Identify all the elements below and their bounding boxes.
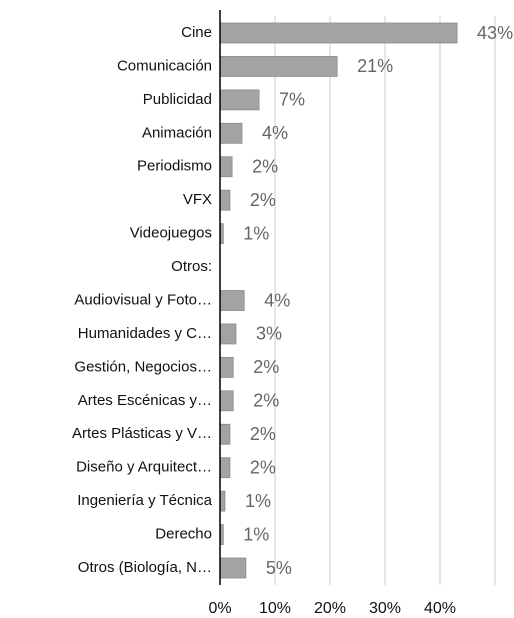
bar (219, 290, 245, 311)
bar (219, 56, 338, 77)
value-label: 2% (253, 357, 279, 377)
category-label: Videojuegos (130, 225, 212, 242)
value-label: 2% (252, 157, 278, 177)
category-label: Comunicación (117, 57, 212, 74)
category-label: Otros (Biología, N… (78, 559, 212, 576)
value-label: 1% (243, 524, 269, 544)
value-label: 3% (256, 324, 282, 344)
x-tick-label: 20% (314, 600, 346, 617)
x-tick-label: 0% (208, 600, 231, 617)
x-tick-label: 30% (369, 600, 401, 617)
value-label: 21% (357, 56, 393, 76)
value-label: 1% (243, 223, 269, 243)
value-label: 5% (266, 558, 292, 578)
bar (219, 89, 260, 111)
bar (219, 423, 231, 445)
category-label: Gestión, Negocios… (74, 358, 212, 375)
category-label: Animación (142, 124, 212, 141)
category-label: Cine (181, 24, 212, 41)
bar (219, 189, 231, 211)
category-label: Diseño y Arquitect… (76, 459, 212, 476)
bar (219, 557, 247, 579)
x-tick-label: 40% (424, 600, 456, 617)
bar (219, 323, 237, 345)
category-label: Derecho (155, 526, 212, 543)
value-label: 2% (250, 190, 276, 210)
bar (219, 22, 458, 44)
value-label: 2% (253, 391, 279, 411)
category-label: Humanidades y C… (78, 325, 212, 342)
category-label: Artes Escénicas y… (78, 392, 212, 409)
bar (219, 457, 231, 479)
value-label: 4% (262, 123, 288, 143)
value-label: 1% (245, 491, 271, 511)
category-label: Audiovisual y Foto… (74, 291, 212, 308)
category-label: Publicidad (143, 91, 212, 108)
bar (219, 156, 233, 178)
bar (219, 122, 243, 144)
category-label: Ingeniería y Técnica (77, 492, 212, 509)
bar (219, 390, 234, 412)
value-label: 43% (477, 23, 513, 43)
value-label: 4% (264, 290, 290, 310)
value-label: 2% (250, 457, 276, 477)
category-label: Otros: (171, 258, 212, 275)
category-label: VFX (183, 191, 212, 208)
category-label: Artes Plásticas y V… (72, 425, 212, 442)
bar (219, 356, 234, 378)
x-tick-label: 10% (259, 600, 291, 617)
value-label: 7% (279, 90, 305, 110)
value-label: 2% (250, 424, 276, 444)
category-label: Periodismo (137, 158, 212, 175)
